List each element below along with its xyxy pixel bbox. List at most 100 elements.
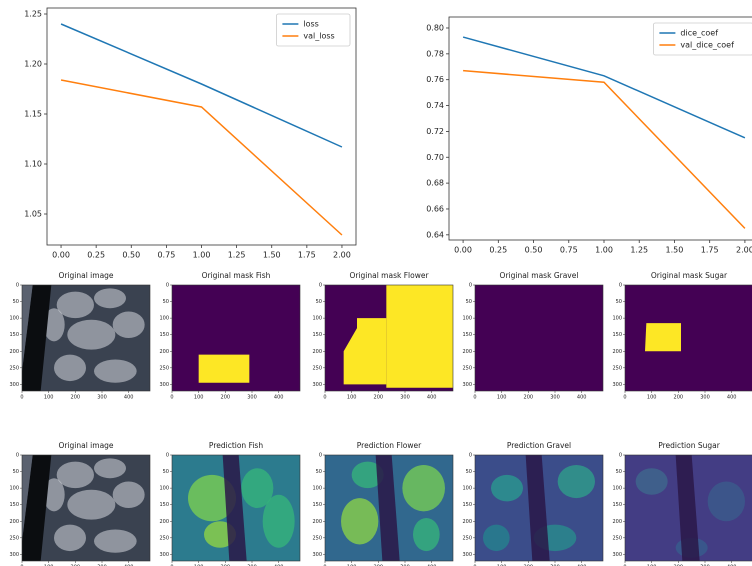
panel-x-tick-label: 300	[97, 395, 107, 401]
panel-x-tick-label: 300	[247, 395, 257, 401]
panel-x-tick-label: 0	[473, 565, 476, 566]
cloud	[56, 461, 94, 489]
image-panel	[22, 285, 150, 391]
panel-y-tick-label: 250	[312, 365, 322, 371]
image-panel	[172, 455, 300, 561]
panel-y-tick-label: 150	[612, 502, 622, 508]
panel-y-tick-label: 0	[166, 283, 169, 289]
panel-y-tick-label: 300	[462, 552, 472, 558]
panel-y-tick-label: 250	[9, 535, 19, 541]
panel-y-tick-label: 50	[163, 469, 169, 475]
y-tick-label: 1.10	[24, 160, 42, 169]
x-tick-label: 1.75	[298, 251, 316, 260]
panel-y-tick-label: 100	[159, 316, 169, 322]
panel-y-tick-label: 50	[316, 299, 322, 305]
legend-label: val_loss	[303, 32, 334, 41]
panel-y-tick-label: 150	[612, 332, 622, 338]
x-tick-label: 0.50	[122, 251, 140, 260]
panel-x-tick-label: 0	[323, 395, 326, 401]
panel-y-tick-label: 300	[159, 552, 169, 558]
y-tick-label: 1.20	[24, 60, 42, 69]
edge-strip	[22, 285, 33, 372]
panel-y-tick-label: 50	[163, 299, 169, 305]
panel-y-tick-label: 250	[612, 365, 622, 371]
panel-x-tick-label: 400	[124, 565, 134, 566]
panel-x-tick-label: 0	[323, 565, 326, 566]
panel-y-tick-label: 200	[462, 519, 472, 525]
panel-x-tick-label: 200	[674, 565, 684, 566]
panel-title: Original mask Fish	[202, 271, 271, 280]
cloud	[94, 359, 137, 383]
prediction-blob	[341, 498, 379, 545]
cloud	[67, 489, 116, 520]
panel-x-tick-label: 200	[374, 395, 384, 401]
y-tick-label: 0.74	[426, 101, 444, 110]
panel-y-tick-label: 200	[312, 349, 322, 355]
y-tick-label: 0.66	[426, 204, 444, 213]
panel-x-tick-label: 0	[473, 395, 476, 401]
panel-x-tick-label: 400	[577, 565, 587, 566]
panel-title: Original image	[58, 271, 113, 280]
panel-x-tick-label: 100	[347, 395, 357, 401]
panel-y-tick-label: 150	[462, 332, 472, 338]
panel-y-tick-label: 150	[9, 332, 19, 338]
x-tick-label: 1.25	[630, 246, 648, 255]
panel-frame	[171, 454, 301, 562]
x-tick-label: 0.25	[489, 246, 507, 255]
panel-y-tick-label: 150	[159, 332, 169, 338]
x-tick-label: 0.50	[525, 246, 543, 255]
panel-y-tick-label: 250	[612, 535, 622, 541]
series-line	[60, 79, 343, 236]
panel-frame	[624, 454, 752, 562]
panel-y-tick-label: 150	[312, 332, 322, 338]
panel-x-tick-label: 100	[194, 565, 204, 566]
panel-y-tick-label: 200	[312, 519, 322, 525]
panel-y-tick-label: 300	[462, 382, 472, 388]
panel-y-tick-label: 0	[619, 453, 622, 459]
panel-frame	[171, 284, 301, 392]
panel-y-tick-label: 200	[159, 519, 169, 525]
panel-y-tick-label: 250	[159, 535, 169, 541]
image-panel	[172, 285, 300, 391]
panel-title: Original mask Gravel	[500, 271, 579, 280]
prediction-blob	[557, 464, 595, 499]
panel-title: Prediction Gravel	[507, 441, 571, 450]
panel-x-tick-label: 300	[400, 395, 410, 401]
panel-x-tick-label: 300	[550, 565, 560, 566]
panel-y-tick-label: 0	[619, 283, 622, 289]
cloud	[94, 529, 137, 553]
x-tick-label: 1.25	[228, 251, 246, 260]
panel-y-tick-label: 300	[312, 382, 322, 388]
legend-label: loss	[303, 20, 318, 29]
panel-y-tick-label: 200	[612, 349, 622, 355]
x-tick-label: 1.75	[701, 246, 719, 255]
panel-x-tick-label: 0	[170, 395, 173, 401]
y-tick-label: 1.25	[24, 10, 42, 19]
panel-x-tick-label: 300	[400, 565, 410, 566]
cloud	[43, 308, 65, 342]
cloud	[56, 291, 94, 319]
panel-x-tick-label: 300	[247, 565, 257, 566]
mask-region	[343, 318, 387, 385]
panel-x-tick-label: 100	[647, 565, 657, 566]
panel-y-tick-label: 200	[159, 349, 169, 355]
panel-y-tick-label: 100	[159, 486, 169, 492]
prediction-blob	[491, 474, 523, 502]
prediction-strip	[525, 455, 550, 561]
x-tick-label: 0.75	[560, 246, 578, 255]
legend-box	[653, 22, 752, 56]
prediction-blob	[402, 464, 445, 512]
cloud	[112, 311, 145, 338]
panel-frame	[474, 454, 604, 562]
panel-y-tick-label: 50	[13, 299, 19, 305]
y-tick-label: 0.80	[426, 23, 444, 32]
panel-y-tick-label: 300	[612, 552, 622, 558]
x-tick-label: 2.00	[736, 246, 752, 255]
image-panel	[475, 285, 603, 391]
image-panel	[625, 285, 752, 391]
prediction-blob	[188, 474, 236, 522]
panel-y-tick-label: 150	[462, 502, 472, 508]
y-tick-label: 1.05	[24, 210, 42, 219]
x-tick-label: 0.00	[52, 251, 70, 260]
